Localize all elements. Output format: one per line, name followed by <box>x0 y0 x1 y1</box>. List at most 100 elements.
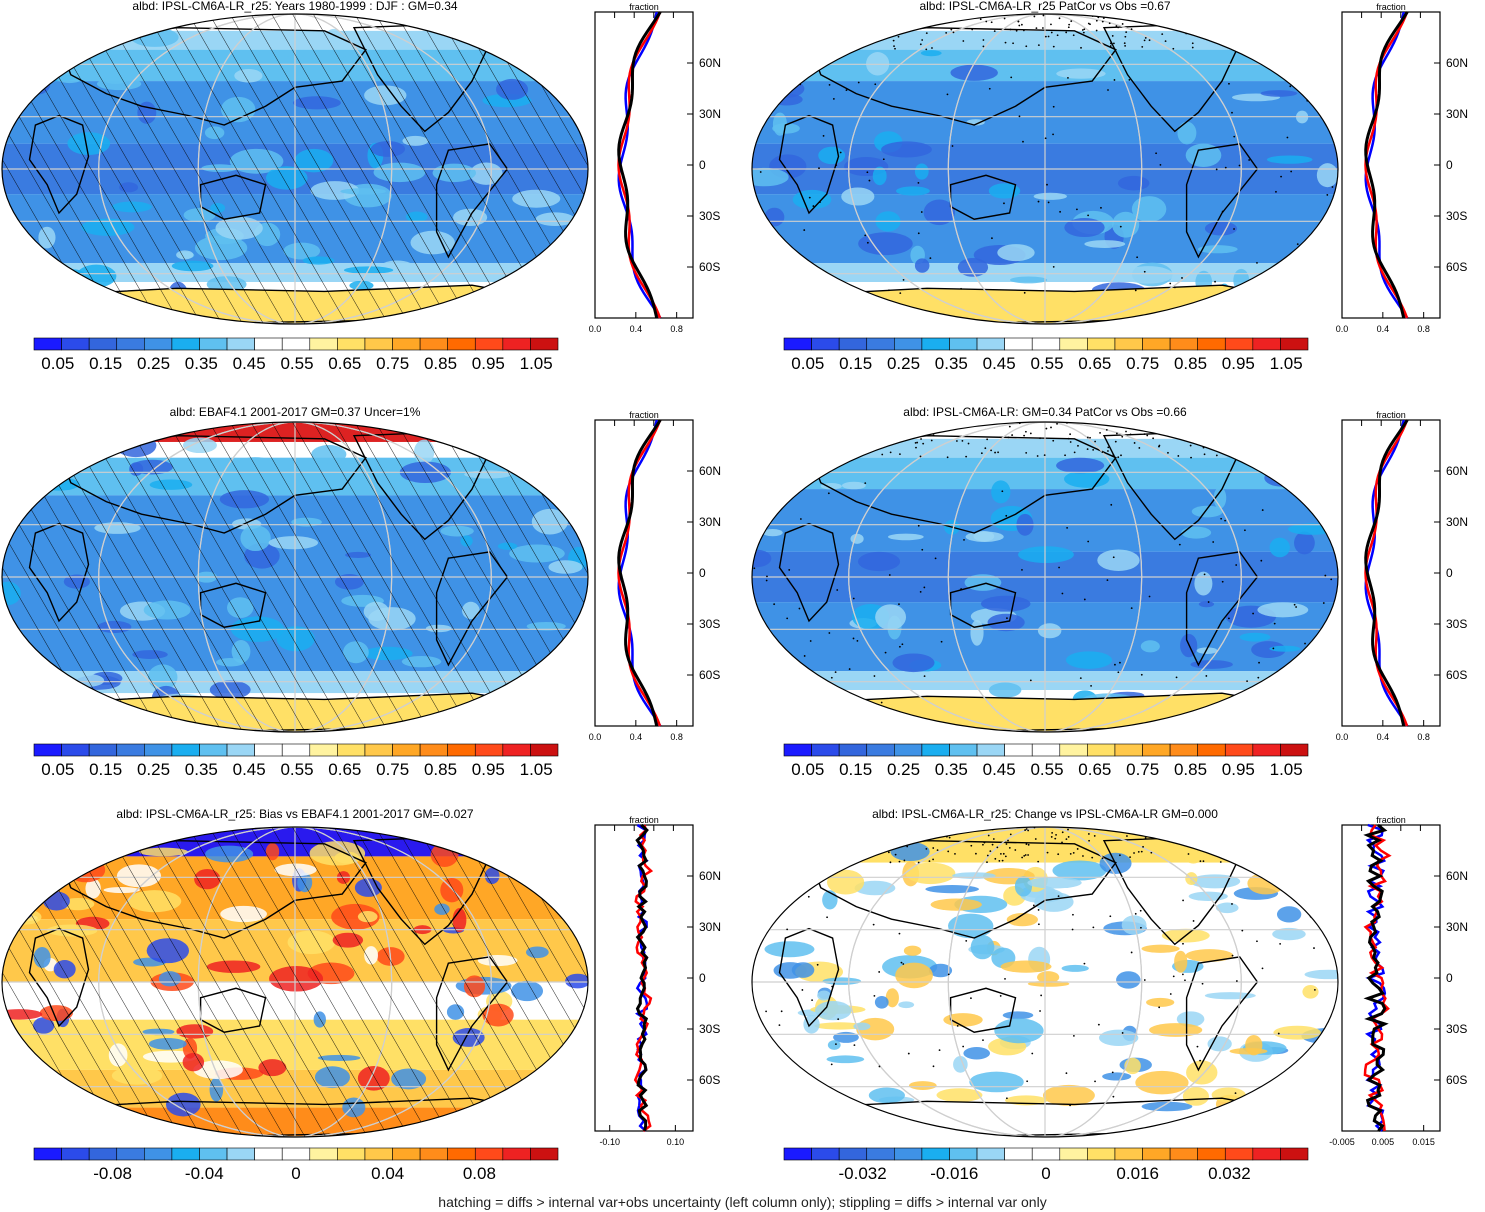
profile-lat-label: 30S <box>1446 617 1467 631</box>
profile-xlabel: fraction <box>1376 2 1406 12</box>
colorbar-label: 0.75 <box>1126 354 1159 373</box>
figure-footnote: hatching = diffs > internal var+obs unce… <box>438 1194 1047 1210</box>
profile-tick-label: 0.0 <box>589 732 602 742</box>
colorbar-label: 0.15 <box>839 354 872 373</box>
profile-lat-label: 0 <box>699 158 706 172</box>
colorbar-label: 0.55 <box>280 760 313 779</box>
colorbar-p3: 0.05 0.15 0.25 0.35 0.45 0.55 0.65 0.75 0.85 0.95… <box>33 743 559 779</box>
profile-lat-label: 0 <box>699 971 706 985</box>
colorbar-label: 0.08 <box>463 1164 496 1183</box>
profile-lat-label: 30S <box>699 617 720 631</box>
panel-title: albd: EBAF4.1 2001-2017 GM=0.37 Uncer=1% <box>169 405 421 419</box>
colorbar-label: 0.15 <box>89 760 122 779</box>
zonal-profile-p4: fraction 60N 30N 0 30S 60S 0.0 0.4 0.8 <box>1336 410 1468 742</box>
colorbar-label: 0.15 <box>839 760 872 779</box>
zonal-profile-p5: fraction 60N 30N 0 30S 60S -0.10 0.10 <box>594 815 721 1147</box>
colorbar-label: 0.85 <box>1174 354 1207 373</box>
map-p3 <box>1 421 589 733</box>
colorbar-label: 0.95 <box>1222 354 1255 373</box>
colorbar-p5: -0.08 -0.04 0 0.04 0.08 <box>33 1147 559 1183</box>
profile-xlabel: fraction <box>629 410 659 420</box>
profile-tick-label: 0.8 <box>1417 324 1430 334</box>
colorbar-label: 0.75 <box>1126 760 1159 779</box>
colorbar-label: 0.15 <box>89 354 122 373</box>
colorbar-label: 0.04 <box>371 1164 404 1183</box>
colorbar-label: -0.016 <box>930 1164 978 1183</box>
colorbar-label: 0.05 <box>41 354 74 373</box>
profile-tick-label: -0.005 <box>1329 1137 1355 1147</box>
profile-xlabel: fraction <box>1376 815 1406 825</box>
profile-tick-label: 0.015 <box>1412 1137 1435 1147</box>
map-p4 <box>751 421 1339 733</box>
zonal-profile-p1: fraction 60N 30N 0 30S 60S 0.0 0.4 0.8 <box>589 2 721 334</box>
profile-tick-label: 0.4 <box>1377 732 1390 742</box>
colorbar-label: 0.85 <box>1174 760 1207 779</box>
colorbar-label: 0.25 <box>887 760 920 779</box>
panel-title: albd: IPSL-CM6A-LR_r25: Change vs IPSL-C… <box>872 807 1218 821</box>
colorbar-label: 0.65 <box>1078 354 1111 373</box>
colorbar-label: 0.95 <box>472 760 505 779</box>
profile-lat-label: 60N <box>699 869 721 883</box>
panel-title: albd: IPSL-CM6A-LR_r25: Years 1980-1999 … <box>132 0 458 13</box>
colorbar-label: 0.25 <box>137 760 170 779</box>
profile-lat-label: 30S <box>1446 209 1467 223</box>
profile-tick-label: 0.0 <box>1336 732 1349 742</box>
profile-lat-label: 30S <box>699 1022 720 1036</box>
colorbar-label: 1.05 <box>1270 354 1303 373</box>
colorbar-p4: 0.05 0.15 0.25 0.35 0.45 0.55 0.65 0.75 0.85 0.95… <box>783 743 1309 779</box>
colorbar-label: 0.45 <box>983 354 1016 373</box>
colorbar-label: 0 <box>291 1164 300 1183</box>
colorbar-label: -0.04 <box>185 1164 224 1183</box>
colorbar-label: 0.75 <box>376 760 409 779</box>
profile-lat-label: 30N <box>1446 920 1468 934</box>
map-p1 <box>1 13 589 325</box>
colorbar-label: 0.35 <box>185 354 218 373</box>
profile-lat-label: 60N <box>1446 869 1468 883</box>
profile-lat-label: 30N <box>699 107 721 121</box>
colorbar-label: 0.05 <box>791 354 824 373</box>
colorbar-p2: 0.05 0.15 0.25 0.35 0.45 0.55 0.65 0.75 0.85 0.95… <box>783 337 1309 373</box>
colorbar-label: 0.25 <box>887 354 920 373</box>
map-p2 <box>751 13 1339 325</box>
colorbar-label: 0.35 <box>935 354 968 373</box>
profile-tick-label: 0.0 <box>589 324 602 334</box>
colorbar-label: 0.45 <box>983 760 1016 779</box>
profile-lat-label: 60S <box>699 260 720 274</box>
colorbar-label: 0.45 <box>233 760 266 779</box>
profile-lat-label: 60N <box>1446 464 1468 478</box>
colorbar-label: 0.65 <box>1078 760 1111 779</box>
colorbar-label: 0.016 <box>1116 1164 1159 1183</box>
colorbar-label: 0.05 <box>41 760 74 779</box>
colorbar-label: 1.05 <box>520 354 553 373</box>
colorbar-p1: 0.05 0.15 0.25 0.35 0.45 0.55 0.65 0.75 0.85 0.95… <box>33 337 559 373</box>
colorbar-label: 1.05 <box>520 760 553 779</box>
colorbar-label: 0.95 <box>1222 760 1255 779</box>
profile-tick-label: 0.8 <box>670 732 683 742</box>
profile-tick-label: -0.10 <box>599 1137 620 1147</box>
colorbar-label: 0.85 <box>424 354 457 373</box>
colorbar-label: 0.032 <box>1208 1164 1251 1183</box>
profile-tick-label: 0.005 <box>1372 1137 1395 1147</box>
colorbar-p6: -0.032 -0.016 0 0.016 0.032 <box>783 1147 1309 1183</box>
zonal-profile-p2: fraction 60N 30N 0 30S 60S 0.0 0.4 0.8 <box>1336 2 1468 334</box>
profile-tick-label: 0.0 <box>1336 324 1349 334</box>
profile-tick-label: 0.8 <box>670 324 683 334</box>
profile-tick-label: 0.4 <box>630 324 643 334</box>
profile-lat-label: 30S <box>1446 1022 1467 1036</box>
profile-lat-label: 30N <box>699 920 721 934</box>
panel-title: albd: IPSL-CM6A-LR_r25: Bias vs EBAF4.1 … <box>116 807 474 821</box>
profile-lat-label: 60S <box>1446 668 1467 682</box>
profile-lat-label: 30N <box>1446 515 1468 529</box>
profile-tick-label: 0.8 <box>1417 732 1430 742</box>
profile-lat-label: 60N <box>1446 56 1468 70</box>
zonal-profile-p6: fraction 60N 30N 0 30S 60S -0.005 0.005 0.015 <box>1329 815 1468 1147</box>
colorbar-label: 0.85 <box>424 760 457 779</box>
profile-tick-label: 0.4 <box>1377 324 1390 334</box>
colorbar-label: 0 <box>1041 1164 1050 1183</box>
colorbar-label: 0.35 <box>935 760 968 779</box>
profile-lat-label: 60N <box>699 56 721 70</box>
profile-lat-label: 30N <box>1446 107 1468 121</box>
profile-lat-label: 0 <box>699 566 706 580</box>
colorbar-label: 0.55 <box>1030 354 1063 373</box>
map-p6 <box>751 826 1339 1138</box>
